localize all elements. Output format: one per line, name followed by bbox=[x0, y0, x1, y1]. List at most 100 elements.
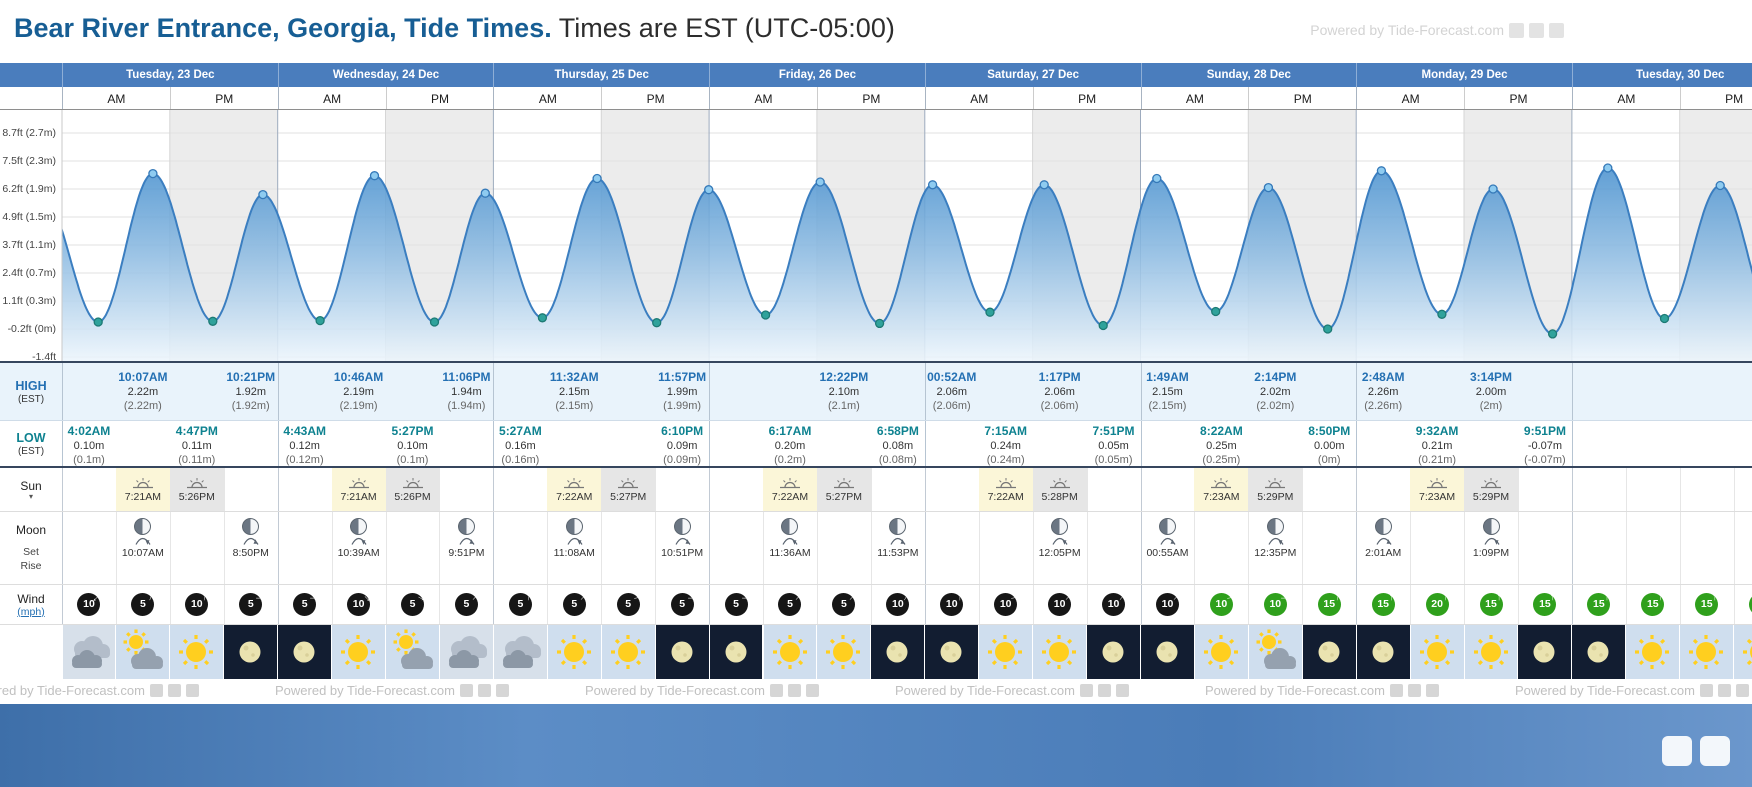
column-divider bbox=[1356, 421, 1358, 466]
wind-badge: 15↑ bbox=[1641, 592, 1664, 616]
sunrise-cell: 7:21AM bbox=[115, 468, 170, 511]
watermark-social-icon bbox=[1389, 684, 1403, 697]
slot-divider bbox=[1248, 585, 1250, 624]
low-tide-entry: 6:58PM 0.08m (0.08m) bbox=[863, 424, 933, 466]
sun-horizon-icon bbox=[618, 477, 639, 488]
moon-rise-time: 11:53PM bbox=[877, 547, 919, 559]
tide-height: 0.16m bbox=[505, 439, 536, 452]
wind-badge: 10 ↑ bbox=[940, 592, 964, 616]
watermark-social-icon bbox=[1529, 22, 1544, 38]
column-divider bbox=[62, 421, 63, 466]
wind-badge: 10 ↑ bbox=[185, 592, 208, 616]
sunrise-time: 7:22AM bbox=[987, 490, 1024, 503]
wind-badge: 10 ↑ bbox=[77, 592, 103, 616]
moon-phase-icon bbox=[457, 518, 475, 535]
low-tide-entry: 7:51PM 0.05m (0.05m) bbox=[1079, 424, 1149, 466]
slot-divider bbox=[1086, 512, 1088, 584]
wind-direction-arrow: ↑ bbox=[253, 595, 265, 601]
moon-phase-icon bbox=[1051, 518, 1069, 535]
watermark: Powered by Tide-Forecast.com bbox=[1310, 22, 1564, 38]
sunrise-cell: 7:21AM bbox=[331, 468, 386, 511]
watermark-social-icon bbox=[167, 684, 181, 697]
tide-height-secondary: (0.12m) bbox=[285, 454, 324, 466]
y-axis-label: 4.9ft (1.5m) bbox=[2, 211, 56, 223]
slot-divider bbox=[1625, 585, 1627, 624]
wind-direction-arrow: ↑ bbox=[307, 595, 319, 601]
wind-direction-arrow: ↑ bbox=[630, 594, 643, 602]
tide-height: 2.15m bbox=[558, 385, 590, 398]
tide-height-secondary: (0.11m) bbox=[178, 454, 216, 466]
wind-direction-arrow: ↑ bbox=[1496, 592, 1502, 603]
page-title: Bear River Entrance, Georgia, Tide Times… bbox=[14, 13, 552, 43]
watermark-social-icon bbox=[1699, 684, 1713, 697]
tide-height-secondary: (0.25m) bbox=[1202, 454, 1241, 466]
slot-divider bbox=[1194, 512, 1196, 584]
sunrise-time: 7:22AM bbox=[556, 490, 593, 503]
watermark-social-icon bbox=[1549, 22, 1564, 38]
ampm-label: AM bbox=[277, 87, 386, 109]
wind-badge: 5 ↑ bbox=[670, 593, 696, 616]
moon-rise-entry: 9:51PM bbox=[431, 518, 501, 559]
sunset-time: 5:29PM bbox=[1257, 490, 1294, 503]
sun-horizon-icon bbox=[1481, 477, 1501, 488]
banner-badge-icon[interactable] bbox=[1662, 736, 1692, 766]
weather-night-icon bbox=[1572, 625, 1627, 679]
high-tide-entry: 10:07AM 2.22m (2.22m) bbox=[108, 370, 178, 414]
watermark-text: Powered by Tide-Forecast.com bbox=[275, 683, 455, 698]
tide-height: 2.10m bbox=[828, 385, 860, 398]
ampm-label: PM bbox=[1464, 87, 1572, 109]
ampm-label: AM bbox=[1140, 87, 1249, 109]
sun-horizon-icon bbox=[1049, 477, 1070, 488]
wind-direction-arrow: ↑ bbox=[957, 592, 963, 603]
tide-height: 2.15m bbox=[1152, 385, 1183, 398]
tide-time: 7:51PM bbox=[1092, 424, 1135, 438]
moon-rise-time: 2:01AM bbox=[1365, 547, 1402, 559]
watermark-text: Powered by Tide-Forecast.com bbox=[1205, 683, 1385, 698]
tide-time: 12:22PM bbox=[819, 370, 869, 384]
wind-badge: 15↑ bbox=[1695, 593, 1719, 616]
tide-height: 0.09m bbox=[666, 439, 698, 452]
tide-height: 0.24m bbox=[990, 439, 1021, 452]
slot-divider bbox=[169, 585, 171, 624]
moon-set-time: 1:09PM bbox=[1472, 547, 1510, 559]
weather-partly-icon bbox=[116, 625, 171, 679]
wind-badge: 5 ↑ bbox=[508, 592, 532, 616]
moon-set-entry: 12:05PM bbox=[1025, 518, 1095, 559]
sunset-time: 5:29PM bbox=[1472, 490, 1510, 503]
slot-divider bbox=[1733, 512, 1735, 584]
tide-height-secondary: (0.24m) bbox=[986, 454, 1025, 466]
wind-badge: 10 ↑ bbox=[1048, 591, 1074, 616]
banner-badge-icon[interactable] bbox=[1700, 736, 1730, 766]
tide-height: 0.11m bbox=[181, 439, 212, 452]
slot-divider bbox=[1302, 468, 1304, 511]
column-divider bbox=[277, 512, 279, 584]
slot-divider bbox=[978, 512, 980, 584]
chevron-down-icon[interactable]: ▾ bbox=[28, 491, 33, 501]
wind-badge: 5 ↑ bbox=[131, 592, 155, 616]
wind-direction-arrow: ↑ bbox=[1062, 591, 1074, 604]
watermark-social-icon bbox=[185, 684, 199, 697]
day-header: Thursday, 25 Dec bbox=[493, 63, 709, 87]
wind-badge: 15↑ bbox=[1371, 593, 1395, 616]
moon-set-entry: 11:08AM bbox=[539, 518, 609, 559]
column-divider bbox=[924, 363, 926, 420]
day-header: Sunday, 28 Dec bbox=[1140, 63, 1357, 87]
wind-badge: 15↑ bbox=[1749, 593, 1752, 616]
page-subtitle: Times are EST (UTC-05:00) bbox=[558, 13, 895, 43]
mph-unit-link[interactable]: (mph) bbox=[17, 605, 45, 618]
wind-direction-arrow: ↑ bbox=[90, 592, 103, 605]
slot-divider bbox=[331, 585, 333, 624]
sunset-time: 5:28PM bbox=[1041, 490, 1078, 503]
watermark-social-icon bbox=[149, 684, 163, 697]
tide-height: 0.00m bbox=[1313, 439, 1345, 452]
tide-time: 5:27PM bbox=[391, 424, 434, 438]
moon-phase-icon bbox=[1158, 518, 1176, 535]
y-axis-label: -0.2ft (0m) bbox=[7, 323, 56, 335]
moon-set-entry: 10:39AM bbox=[324, 518, 394, 559]
y-axis-label: 2.4ft (0.7m) bbox=[2, 267, 56, 279]
wind-direction-arrow: ↑ bbox=[739, 595, 751, 601]
column-divider bbox=[277, 363, 279, 420]
ampm-label: AM bbox=[62, 87, 170, 109]
slot-divider bbox=[223, 585, 225, 624]
low-tz-label: (EST) bbox=[17, 445, 45, 457]
